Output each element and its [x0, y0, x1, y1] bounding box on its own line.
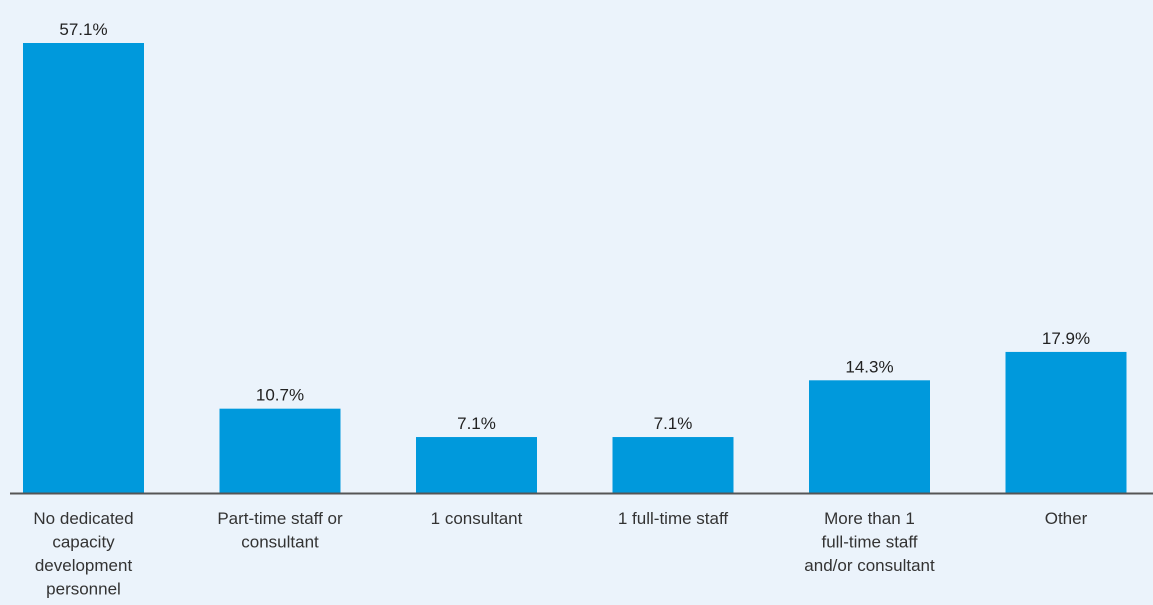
- category-labels-group: No dedicated capacity development personnel…: [33, 509, 1087, 599]
- bar-value-label: 57.1%: [59, 20, 107, 39]
- x-tick-label: No dedicated capacity development personnel: [33, 509, 133, 599]
- x-tick-label: Other: [1045, 509, 1088, 528]
- bar-value-label: 7.1%: [654, 414, 693, 433]
- value-labels-group: 57.1% 10.7% 7.1% 7.1% 14.3% 17.9%: [59, 20, 1090, 433]
- bars-group: [23, 43, 1127, 493]
- bar: [219, 408, 341, 493]
- bar-value-label: 10.7%: [256, 386, 304, 405]
- bar: [416, 437, 537, 493]
- bar: [23, 43, 144, 493]
- bar-value-label: 17.9%: [1042, 329, 1090, 348]
- x-tick-label: 1 consultant: [431, 509, 523, 528]
- bar: [612, 437, 734, 493]
- bar: [1005, 351, 1127, 493]
- bar-value-label: 14.3%: [845, 357, 893, 376]
- bar-value-label: 7.1%: [457, 414, 496, 433]
- x-tick-label: More than 1 full-time staff and/or consult…: [804, 509, 935, 575]
- x-tick-label: 1 full-time staff: [618, 509, 729, 528]
- x-tick-label: Part-time staff or consultant: [217, 509, 343, 552]
- bar: [809, 380, 930, 493]
